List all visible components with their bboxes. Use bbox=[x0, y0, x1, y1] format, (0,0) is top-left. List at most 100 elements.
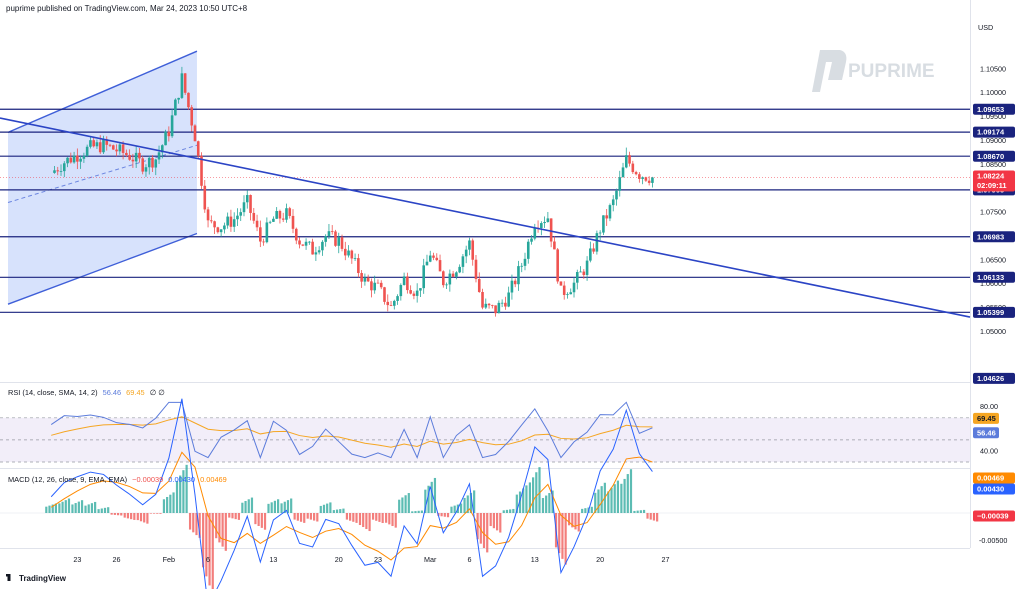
macd-histogram-bar bbox=[90, 503, 94, 513]
macd-histogram-bar bbox=[244, 500, 247, 513]
macd-histogram-bar bbox=[126, 513, 130, 519]
candle-body bbox=[540, 223, 543, 228]
candle-body bbox=[425, 261, 429, 266]
macd-histogram-bar bbox=[620, 483, 623, 513]
candle-body bbox=[569, 292, 573, 295]
macd-histogram-bar bbox=[303, 513, 306, 523]
candle-body bbox=[252, 212, 256, 221]
candle-body bbox=[131, 159, 135, 162]
macd-histogram-bar bbox=[267, 503, 270, 513]
tradingview-footer[interactable]: TradingView bbox=[6, 574, 66, 583]
rsi-ma-tag bbox=[973, 412, 999, 424]
macd-histogram-bar bbox=[411, 511, 414, 513]
candle-body bbox=[435, 257, 439, 261]
macd-histogram-bar bbox=[202, 513, 205, 568]
candle-body bbox=[164, 131, 167, 146]
candle-body bbox=[458, 266, 461, 273]
candle-body bbox=[213, 221, 216, 228]
rsi-legend-ma: 69.45 bbox=[126, 388, 145, 397]
macd-histogram-bar bbox=[159, 513, 162, 514]
macd-histogram-bar bbox=[283, 501, 286, 513]
macd-histogram-bar bbox=[610, 487, 613, 513]
current-price-countdown: 02:09:11 bbox=[977, 181, 1007, 190]
macd-histogram-bar bbox=[48, 505, 51, 513]
horizontal-levels[interactable] bbox=[0, 108, 970, 313]
macd-histogram-bar bbox=[188, 513, 192, 530]
macd-histogram-bar bbox=[120, 513, 123, 516]
candle-body bbox=[121, 144, 125, 153]
macd-histogram-bar bbox=[97, 509, 100, 513]
candle-body bbox=[321, 241, 324, 251]
macd-histogram-bar bbox=[538, 467, 541, 513]
candle-body bbox=[190, 107, 194, 126]
macd-histogram-bar bbox=[270, 502, 273, 513]
candles[interactable] bbox=[53, 66, 654, 317]
candle-body bbox=[428, 255, 432, 262]
candle-body bbox=[396, 296, 399, 301]
macd-histogram-bar bbox=[149, 513, 152, 514]
candle-body bbox=[242, 202, 246, 213]
channel-mid-line bbox=[7, 144, 198, 203]
candle-body bbox=[448, 273, 452, 285]
price-tick-label: 1.10000 bbox=[980, 88, 1006, 97]
time-tick-label: 13 bbox=[269, 555, 277, 564]
macd-legend-text: MACD (12, 26, close, 9, EMA, EMA) bbox=[8, 475, 127, 484]
time-tick-label: 20 bbox=[596, 555, 604, 564]
candle-body bbox=[422, 265, 426, 289]
macd-histogram-bar bbox=[123, 513, 126, 518]
candle-body bbox=[386, 301, 390, 306]
candle-body bbox=[628, 155, 631, 164]
candle-body bbox=[239, 212, 243, 216]
rsi-value-tag bbox=[973, 427, 999, 439]
candle-body bbox=[357, 258, 360, 274]
candle-body bbox=[278, 210, 282, 219]
candle-body bbox=[370, 281, 373, 291]
candle-body bbox=[559, 281, 563, 286]
candle-body bbox=[144, 167, 148, 172]
macd-histogram-bar bbox=[286, 500, 290, 513]
macd-histogram-bar bbox=[169, 494, 172, 513]
macd-histogram-bar bbox=[564, 513, 567, 565]
candle-body bbox=[301, 244, 305, 246]
macd-histogram-bar bbox=[545, 495, 548, 513]
macd-histogram-bar bbox=[133, 513, 136, 520]
macd-histogram-bar bbox=[215, 513, 218, 539]
candle-body bbox=[415, 290, 419, 296]
candle-body bbox=[402, 276, 406, 285]
candle-body bbox=[638, 174, 641, 179]
candle-body bbox=[314, 252, 318, 255]
macd-panel[interactable]: -0.00500 0.00469 0.00430 −0.00039 bbox=[0, 398, 1015, 589]
macd-histogram-bar bbox=[613, 484, 616, 513]
macd-histogram-bar bbox=[594, 492, 597, 513]
candle-body bbox=[471, 240, 475, 260]
macd-histogram-bar bbox=[74, 503, 77, 513]
rsi-value-tag-text: 56.46 bbox=[977, 428, 996, 437]
descending-trendline[interactable] bbox=[0, 117, 971, 318]
time-tick-label: 20 bbox=[335, 555, 343, 564]
macd-histogram-bar bbox=[257, 513, 260, 526]
macd-histogram-bar bbox=[51, 504, 54, 513]
macd-histogram-bar bbox=[365, 513, 368, 530]
candle-body bbox=[644, 177, 648, 181]
macd-histogram-bar bbox=[505, 509, 509, 513]
currency-label: USD bbox=[978, 23, 993, 32]
level-price-tag bbox=[973, 126, 1015, 138]
macd-histogram-bar bbox=[205, 513, 208, 577]
macd-histogram-bar bbox=[626, 474, 629, 513]
candle-body bbox=[602, 215, 605, 233]
candle-body bbox=[85, 146, 89, 156]
price-tick-label: 1.05000 bbox=[980, 327, 1006, 336]
candle-body bbox=[151, 157, 154, 168]
macd-histogram-bar bbox=[584, 508, 587, 513]
macd-histogram-bar bbox=[492, 513, 495, 529]
macd-histogram-bar bbox=[241, 502, 244, 513]
level-price-tag-text: 1.05399 bbox=[977, 308, 1004, 317]
macd-histogram-bar bbox=[198, 513, 201, 538]
macd-histogram-bar bbox=[107, 507, 110, 513]
rsi-panel[interactable]: 80.00 40.00 69.45 56.46 bbox=[0, 401, 999, 463]
macd-histogram-bar bbox=[548, 493, 551, 513]
macd-histogram-bar bbox=[652, 513, 656, 521]
time-tick-label: Feb bbox=[163, 555, 175, 564]
candle-body bbox=[245, 195, 249, 203]
macd-histogram-bar bbox=[224, 513, 227, 551]
